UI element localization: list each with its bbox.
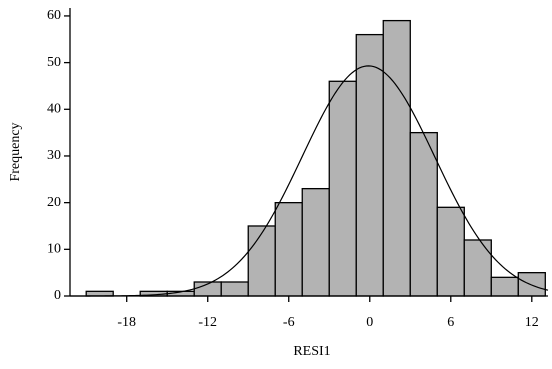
bar [328,80,357,297]
x-tick-label: -18 [117,315,136,330]
bar [355,33,384,297]
x-axis-label: RESI1 [293,344,330,359]
y-tick-label: 40 [47,102,61,117]
bar [274,201,303,297]
normal-curve [70,65,549,297]
y-tick-label: 0 [54,288,61,303]
bar [220,281,249,297]
y-tick-label: 50 [47,55,61,70]
bar [436,206,465,297]
bar [247,225,276,297]
y-axis-label: Frequency [8,122,23,181]
y-tick-label: 60 [47,8,61,23]
bar [517,272,546,297]
bar [463,239,492,297]
x-tick-label: -6 [283,315,295,330]
bar [409,131,438,297]
bar [301,187,330,297]
y-tick-label: 10 [47,242,61,257]
x-tick-label: 0 [366,315,373,330]
x-tick-label: 6 [447,315,454,330]
bar [490,276,519,297]
bar [382,19,411,297]
x-tick-label: -12 [198,315,217,330]
y-tick-label: 30 [47,148,61,163]
y-tick-label: 20 [47,195,61,210]
x-tick-label: 12 [525,315,539,330]
